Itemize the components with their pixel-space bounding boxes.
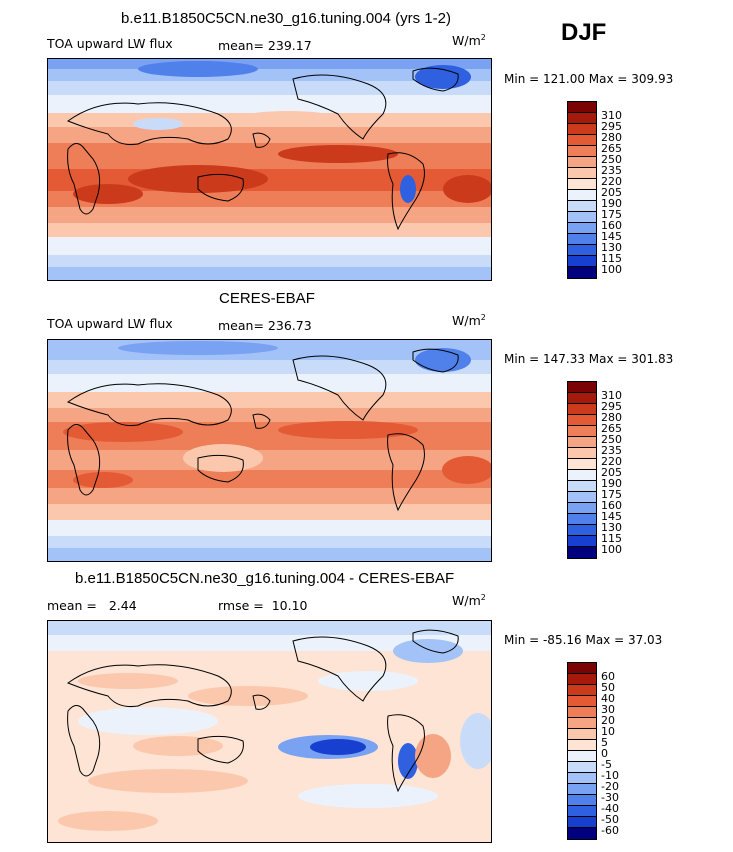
panel1-mean: mean= 239.17 [218,38,312,53]
panel3-tick: 50 [601,681,615,694]
panel3-tick: 40 [601,692,615,705]
panel1-units: W/m2 [452,33,486,49]
panel2-mean-value: 236.73 [267,318,312,333]
panel1-tick: 175 [601,208,622,221]
panel2-tick: 130 [601,521,622,534]
panel3-title: b.e11.B1850C5CN.ne30_g16.tuning.004 - CE… [75,570,455,587]
panel3-range: Min = -85.16 Max = 37.03 [504,633,663,647]
panel1-variable: TOA upward LW flux [47,36,173,51]
panel1-tick: 250 [601,153,622,166]
panel1-tick: 190 [601,197,622,210]
panel2-map [47,339,492,562]
panel1-tick: 265 [601,142,622,155]
panel2-tick: 295 [601,400,622,413]
panel1-map [47,58,492,281]
panel1-tick: 235 [601,164,622,177]
panel3-rmse-label: rmse = [218,598,264,613]
panel3-map [47,620,492,843]
panel3-colorbar [567,662,597,840]
panel2-map-svg [48,340,491,561]
panel3-tick: 20 [601,714,615,727]
panel3-map-svg [48,621,491,842]
panel2-tick: 265 [601,422,622,435]
panel1-mean-value: 239.17 [267,38,312,53]
panel1-tick: 160 [601,219,622,232]
panel2-mean-label: mean= [218,318,264,333]
panel3-tick: -50 [601,813,619,826]
panel2-title: CERES-EBAF [219,290,315,307]
panel2-variable: TOA upward LW flux [47,316,173,331]
panel2-units: W/m2 [452,313,486,329]
panel2-tick: 220 [601,455,622,468]
panel3-mean-label: mean = [47,598,97,613]
panel3-tick: -40 [601,802,619,815]
panel3-rmse: rmse = 10.10 [218,598,308,613]
panel3-tick: -60 [601,824,619,837]
panel1-tick: 100 [601,263,622,276]
panel2-tick: 100 [601,543,622,556]
season-label: DJF [561,19,607,46]
panel2-tick: 115 [601,532,622,545]
panel2-tick: 310 [601,389,622,402]
panel1-tick: 145 [601,230,622,243]
panel1-tick: 280 [601,131,622,144]
panel3-mean: mean = 2.44 [47,598,137,613]
panel2-tick: 160 [601,499,622,512]
panel1-range: Min = 121.00 Max = 309.93 [504,72,674,86]
panel3-tick: 5 [601,736,608,749]
panel2-range: Min = 147.33 Max = 301.83 [504,352,674,366]
panel3-tick: 0 [601,747,608,760]
panel3-tick: 10 [601,725,615,738]
panel2-tick: 190 [601,477,622,490]
panel2-mean: mean= 236.73 [218,318,312,333]
panel1-tick: 310 [601,109,622,122]
panel2-tick: 175 [601,488,622,501]
panel2-tick: 205 [601,466,622,479]
panel2-tick: 235 [601,444,622,457]
panel3-mean-value: 2.44 [108,598,137,613]
panel3-tick: -30 [601,791,619,804]
panel1-tick: 130 [601,241,622,254]
panel2-tick: 145 [601,510,622,523]
panel3-tick: 30 [601,703,615,716]
panel3-tick: -10 [601,769,619,782]
panel2-tick: 280 [601,411,622,424]
panel1-mean-label: mean= [218,38,264,53]
panel1-tick: 220 [601,175,622,188]
panel1-map-svg [48,59,491,280]
panel1-title: b.e11.B1850C5CN.ne30_g16.tuning.004 (yrs… [121,10,451,27]
panel3-tick: 60 [601,670,615,683]
panel3-tick: -5 [601,758,612,771]
panel2-tick: 250 [601,433,622,446]
panel3-units: W/m2 [452,593,486,609]
panel1-colorbar [567,101,597,279]
panel2-colorbar [567,381,597,559]
panel1-tick: 205 [601,186,622,199]
panel1-tick: 295 [601,120,622,133]
panel3-tick: -20 [601,780,619,793]
panel3-rmse-value: 10.10 [271,598,308,613]
panel1-tick: 115 [601,252,622,265]
